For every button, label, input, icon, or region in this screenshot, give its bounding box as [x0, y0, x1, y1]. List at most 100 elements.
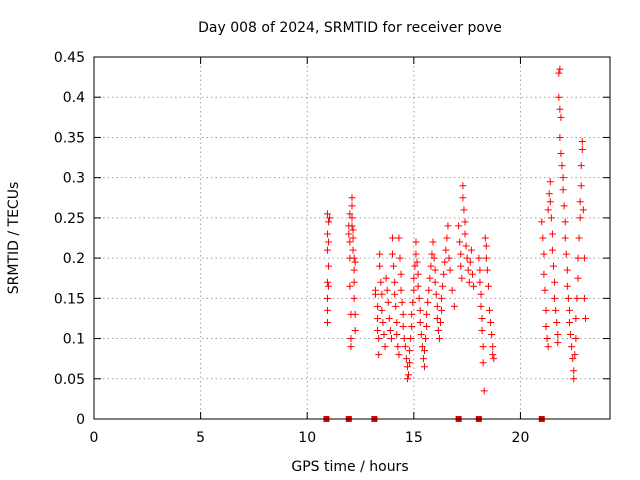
y-tick-label: 0.45 — [54, 50, 85, 66]
data-point — [387, 335, 395, 343]
data-point — [351, 258, 359, 266]
data-point — [547, 214, 555, 222]
data-point — [430, 254, 438, 262]
data-point — [551, 278, 559, 286]
data-point — [403, 375, 411, 383]
data-point — [375, 351, 383, 359]
data-point — [573, 294, 581, 302]
data-point — [419, 355, 427, 363]
data-point — [347, 335, 355, 343]
data-point — [552, 306, 560, 314]
data-point — [487, 318, 495, 326]
data-point — [446, 266, 454, 274]
data-point — [461, 230, 469, 238]
data-point — [479, 359, 487, 367]
data-point — [489, 351, 497, 359]
data-point — [549, 262, 557, 270]
data-point — [572, 314, 580, 322]
data-point — [374, 314, 382, 322]
data-point — [386, 327, 394, 335]
data-point — [410, 286, 418, 294]
data-point — [376, 262, 384, 270]
data-point — [455, 222, 463, 230]
data-point — [555, 69, 563, 77]
data-point — [323, 306, 331, 314]
data-point — [559, 174, 567, 182]
data-point — [484, 282, 492, 290]
data-point — [554, 331, 562, 339]
data-point — [395, 234, 403, 242]
data-point — [481, 234, 489, 242]
data-point — [558, 162, 566, 170]
data-point — [450, 302, 458, 310]
data-point — [564, 294, 572, 302]
data-point — [323, 246, 331, 254]
data-point — [477, 290, 485, 298]
data-point — [378, 290, 386, 298]
data-point — [462, 242, 470, 250]
data-point — [323, 278, 331, 286]
data-point — [544, 206, 552, 214]
data-point — [459, 194, 467, 202]
data-point — [348, 222, 356, 230]
data-point — [478, 327, 486, 335]
data-point — [433, 314, 441, 322]
y-tick-label: 0 — [76, 412, 85, 428]
data-point — [325, 262, 333, 270]
data-point — [578, 146, 586, 154]
data-point — [346, 238, 354, 246]
data-point — [570, 375, 578, 383]
data-point — [438, 306, 446, 314]
data-point — [434, 327, 442, 335]
data-point — [429, 238, 437, 246]
data-point — [548, 230, 556, 238]
data-point — [408, 310, 416, 318]
x-tick-label: 15 — [405, 430, 423, 446]
data-point — [463, 254, 471, 262]
data-point — [565, 306, 573, 314]
data-point — [348, 214, 356, 222]
data-point — [350, 278, 358, 286]
data-point — [418, 343, 426, 351]
data-point — [556, 65, 564, 73]
data-point — [350, 254, 358, 262]
data-point — [490, 355, 498, 363]
data-point — [411, 262, 419, 270]
data-point — [346, 282, 354, 290]
data-point — [349, 226, 357, 234]
data-point — [385, 314, 393, 322]
data-point — [397, 270, 405, 278]
data-point — [408, 322, 416, 330]
data-point — [572, 335, 580, 343]
data-point — [467, 246, 475, 254]
y-tick-label: 0.25 — [54, 211, 85, 227]
data-point — [351, 327, 359, 335]
data-point — [349, 234, 357, 242]
data-point — [442, 246, 450, 254]
data-point — [488, 331, 496, 339]
data-point — [541, 286, 549, 294]
data-point — [544, 343, 552, 351]
data-point — [395, 351, 403, 359]
data-point — [581, 314, 589, 322]
data-point — [477, 302, 485, 310]
data-point — [392, 302, 400, 310]
data-point — [371, 290, 379, 298]
data-point — [460, 206, 468, 214]
data-point — [323, 210, 331, 218]
data-point — [543, 335, 551, 343]
data-point — [457, 250, 465, 258]
data-point — [542, 306, 550, 314]
data-point — [569, 355, 577, 363]
data-point — [348, 194, 356, 202]
data-point — [345, 230, 353, 238]
data-point — [350, 266, 358, 274]
data-point — [394, 343, 402, 351]
data-point — [416, 306, 424, 314]
data-point — [428, 250, 436, 258]
y-tick-label: 0.3 — [63, 171, 85, 187]
data-point — [580, 294, 588, 302]
data-point — [374, 327, 382, 335]
data-point — [563, 266, 571, 274]
data-point — [448, 286, 456, 294]
